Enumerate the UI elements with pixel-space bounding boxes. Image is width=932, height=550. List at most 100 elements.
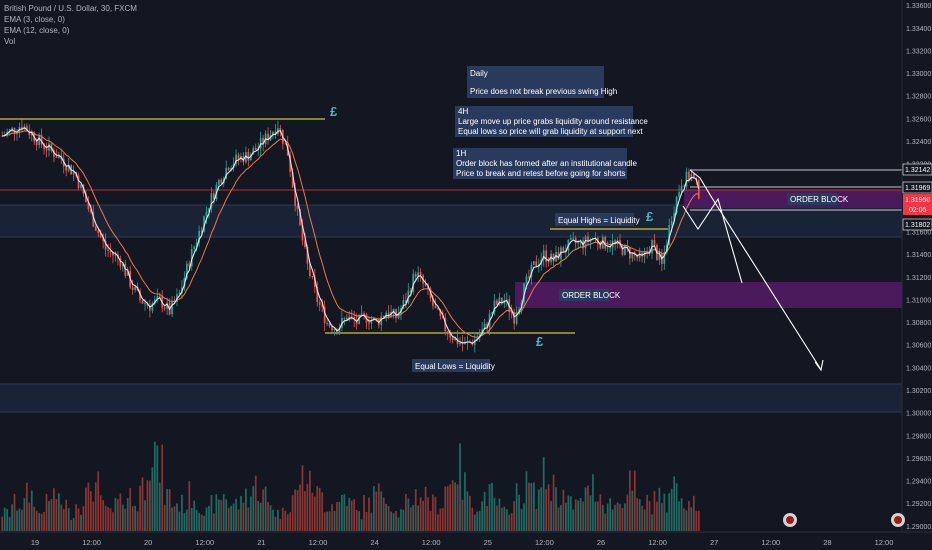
- candle-body: [673, 213, 676, 221]
- volume-bar: [153, 441, 156, 531]
- candle-body: [213, 193, 215, 199]
- volume-bar: [144, 500, 146, 531]
- candle-body: [102, 237, 105, 242]
- candle-body: [225, 167, 228, 179]
- volume-bar: [540, 487, 543, 531]
- price-axis[interactable]: 1.33600 1.33400 1.33200 1.33000 1.32800 1.326…: [906, 3, 931, 531]
- volume-bar: [387, 506, 390, 531]
- pound-marker-3: £: [646, 209, 654, 224]
- volume-bar: [119, 493, 122, 531]
- candle-body: [333, 329, 336, 331]
- volume-bar: [158, 482, 161, 531]
- candle-body: [486, 323, 488, 328]
- volume-bar: [614, 504, 616, 531]
- volume-bar: [3, 507, 6, 531]
- volume-bar: [309, 470, 311, 531]
- time-tick-label: 12:00: [875, 538, 894, 547]
- candle-body: [94, 226, 97, 231]
- candle-body: [434, 305, 437, 309]
- volume-bar: [129, 488, 132, 531]
- candle-body: [301, 225, 304, 241]
- volume-bar: [520, 508, 523, 531]
- volume-bar: [466, 491, 469, 531]
- volume-bar: [498, 498, 501, 531]
- volume-bar: [183, 512, 186, 531]
- time-tick-label: 27: [710, 538, 718, 547]
- candle-body: [646, 252, 648, 253]
- candle-body: [141, 300, 144, 304]
- volume-bar: [114, 497, 117, 531]
- candle-body: [609, 247, 612, 249]
- candle-body: [296, 205, 299, 209]
- volume-bar: [533, 482, 535, 531]
- time-tick-label: 28: [823, 538, 831, 547]
- volume-bar: [594, 501, 597, 531]
- volume-bar: [668, 493, 671, 531]
- volume-bar: [434, 496, 437, 531]
- candle-body: [572, 237, 575, 239]
- candle-body: [188, 263, 191, 267]
- volume-bar: [341, 494, 343, 531]
- candle-body: [432, 298, 434, 306]
- h4-note-line1: 4H: [458, 107, 468, 116]
- candle-body: [569, 238, 572, 240]
- candle-body: [441, 315, 444, 318]
- volume-bar: [451, 480, 454, 531]
- candle-body: [259, 137, 262, 149]
- current-price-box: [903, 194, 932, 215]
- volume-bar: [589, 495, 592, 531]
- candle-body: [48, 143, 50, 151]
- volume-bar: [397, 517, 400, 531]
- candle-body: [124, 263, 127, 276]
- candle-body: [30, 132, 33, 136]
- candle-body: [444, 317, 447, 332]
- pound-marker-1: £: [330, 104, 338, 119]
- price-tick-label: 1.33000: [906, 71, 931, 78]
- candle-body: [614, 240, 616, 243]
- price-tick-label: 1.30800: [906, 320, 931, 327]
- candle-body: [449, 334, 452, 338]
- candle-body: [525, 276, 528, 284]
- ema-12-line: [2, 130, 699, 338]
- price-tick-label: 1.29400: [906, 479, 931, 486]
- candle-body: [121, 263, 124, 267]
- time-tick-label: 20: [144, 538, 152, 547]
- candle-body: [557, 251, 560, 260]
- chart-legend: British Pound / U.S. Dollar, 30, FXCM EM…: [4, 3, 137, 47]
- event-badge-1-inner: [786, 516, 794, 524]
- candle-body: [446, 331, 449, 335]
- order-block-label-box-2: [559, 289, 609, 301]
- candle-body: [291, 172, 294, 188]
- candle-body: [316, 287, 319, 303]
- volume-bar: [104, 505, 107, 531]
- volume-bar: [306, 483, 309, 531]
- volume-bar: [109, 508, 112, 531]
- candle-body: [254, 148, 257, 150]
- candle-body: [350, 316, 353, 318]
- volume-bar: [375, 491, 378, 531]
- candle-body: [392, 309, 395, 312]
- candle-body: [535, 261, 538, 267]
- volume-bar: [567, 495, 570, 531]
- volume-bar: [547, 484, 550, 531]
- candle-body: [358, 314, 360, 325]
- candle-body: [380, 316, 383, 325]
- candle-body: [523, 283, 525, 303]
- volume-bar: [412, 504, 415, 531]
- legend-title: British Pound / U.S. Dollar, 30, FXCM: [4, 4, 137, 13]
- order-block-label-1: ORDER BLOCK: [790, 195, 849, 204]
- time-tick-label: 21: [257, 538, 265, 547]
- candle-body: [530, 264, 533, 277]
- volume-bar: [89, 491, 92, 531]
- candle-body: [688, 171, 690, 181]
- time-axis[interactable]: 19 12:00 20 12:00 21 12:00 24 12:00 25 12:00 26 12:…: [31, 538, 894, 547]
- volume-bar: [456, 484, 459, 531]
- price-tick-label: 1.31400: [906, 252, 931, 259]
- candle-body: [577, 241, 580, 244]
- candle-body: [284, 143, 287, 145]
- candle-body: [279, 128, 282, 130]
- volume-bar: [660, 503, 663, 531]
- volume-bar: [444, 486, 447, 531]
- price-tick-label: 1.32400: [906, 139, 931, 146]
